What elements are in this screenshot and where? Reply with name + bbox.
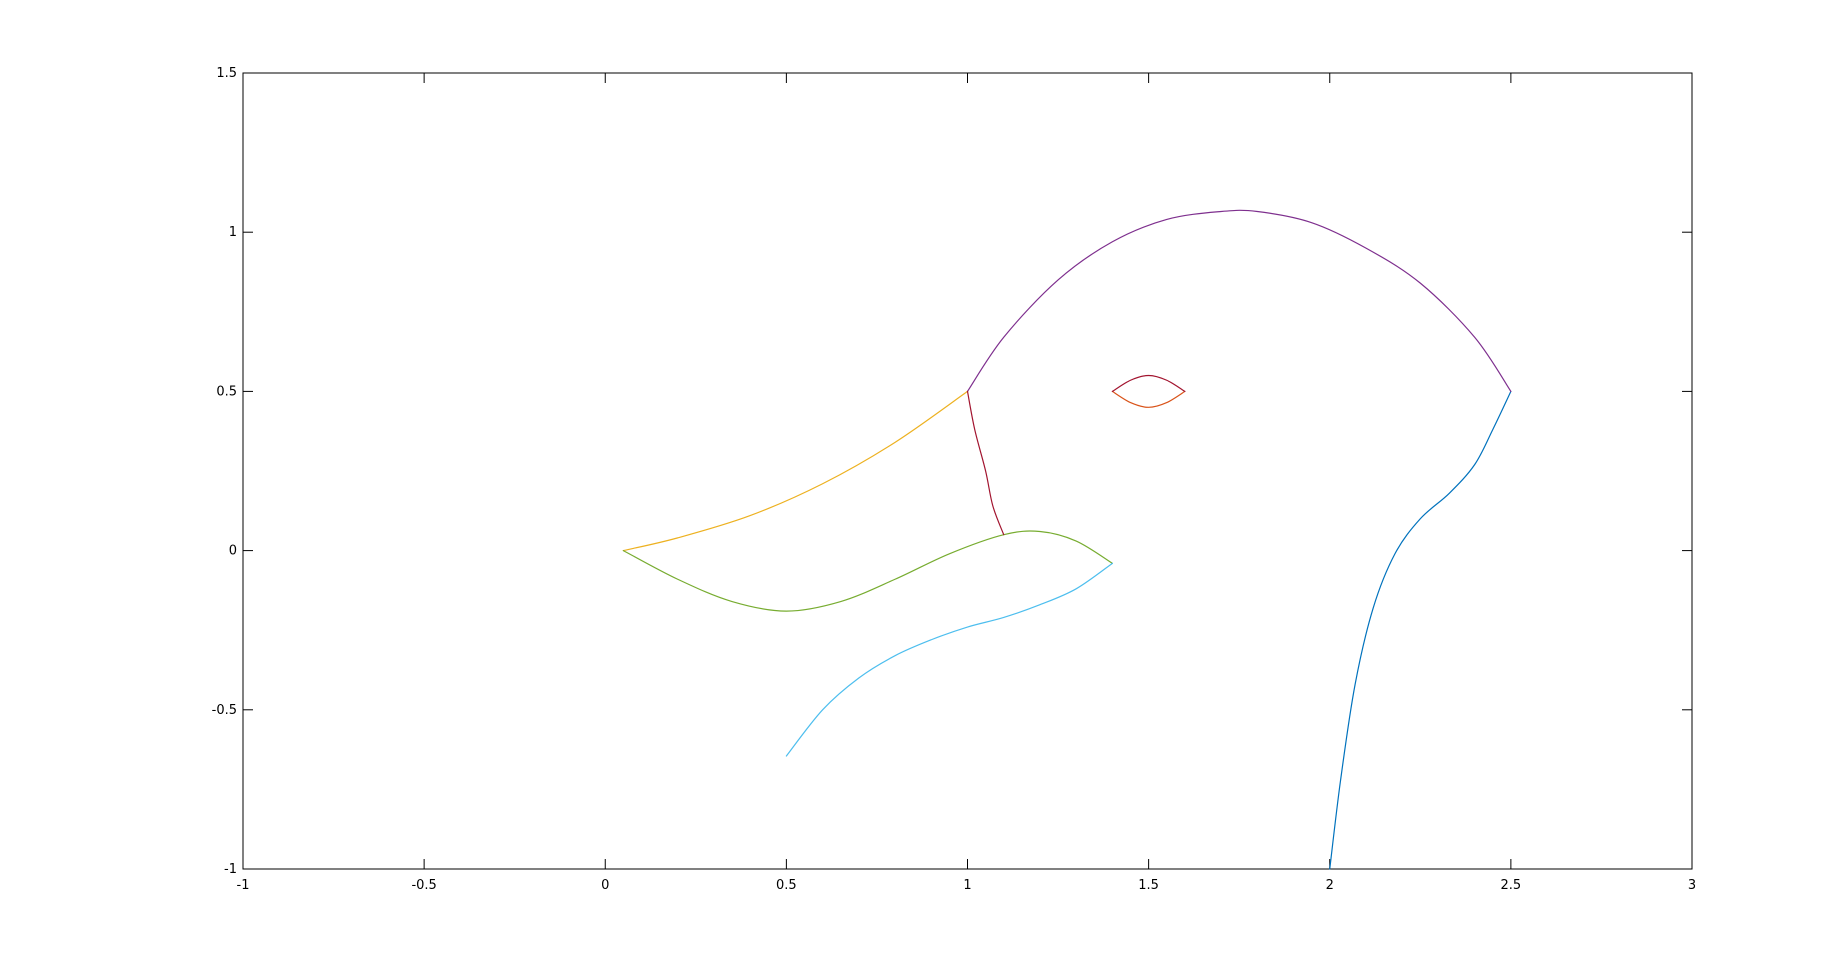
series-line-5 <box>622 530 1113 612</box>
y-tick-label: 0 <box>229 544 237 559</box>
series-line-1 <box>1329 390 1512 870</box>
series-line-7 <box>966 390 1005 536</box>
series-line-8 <box>1111 374 1186 392</box>
x-tick-label: 3 <box>1688 878 1696 893</box>
x-axis-ticks: -1 -0.5 0 0.5 1 1.5 2 2.5 3 <box>237 73 1696 893</box>
series-line-3 <box>622 390 969 552</box>
y-tick-label: 1.5 <box>216 66 237 81</box>
series-line-4 <box>966 209 1512 392</box>
x-tick-label: 1.5 <box>1138 878 1159 893</box>
x-tick-label: 2 <box>1326 878 1334 893</box>
series-line-6 <box>785 562 1113 757</box>
plot-axes: -1 -0.5 0 0.5 1 1.5 2 2.5 3 -1 -0.5 0 0.5 1 1.5 <box>212 66 1697 893</box>
x-tick-label: 2.5 <box>1501 878 1522 893</box>
x-tick-label: 0 <box>601 878 609 893</box>
x-tick-label: 0.5 <box>776 878 797 893</box>
x-tick-label: 1 <box>963 878 971 893</box>
x-tick-label: -0.5 <box>411 878 436 893</box>
y-tick-label: 1 <box>229 225 237 240</box>
curves <box>622 209 1512 870</box>
y-axis-ticks: -1 -0.5 0 0.5 1 1.5 <box>212 66 1692 877</box>
x-tick-label: -1 <box>237 878 250 893</box>
y-tick-label: -1 <box>224 862 237 877</box>
y-tick-label: 0.5 <box>216 384 237 399</box>
series-line-2 <box>1111 390 1186 408</box>
y-tick-label: -0.5 <box>212 703 237 718</box>
